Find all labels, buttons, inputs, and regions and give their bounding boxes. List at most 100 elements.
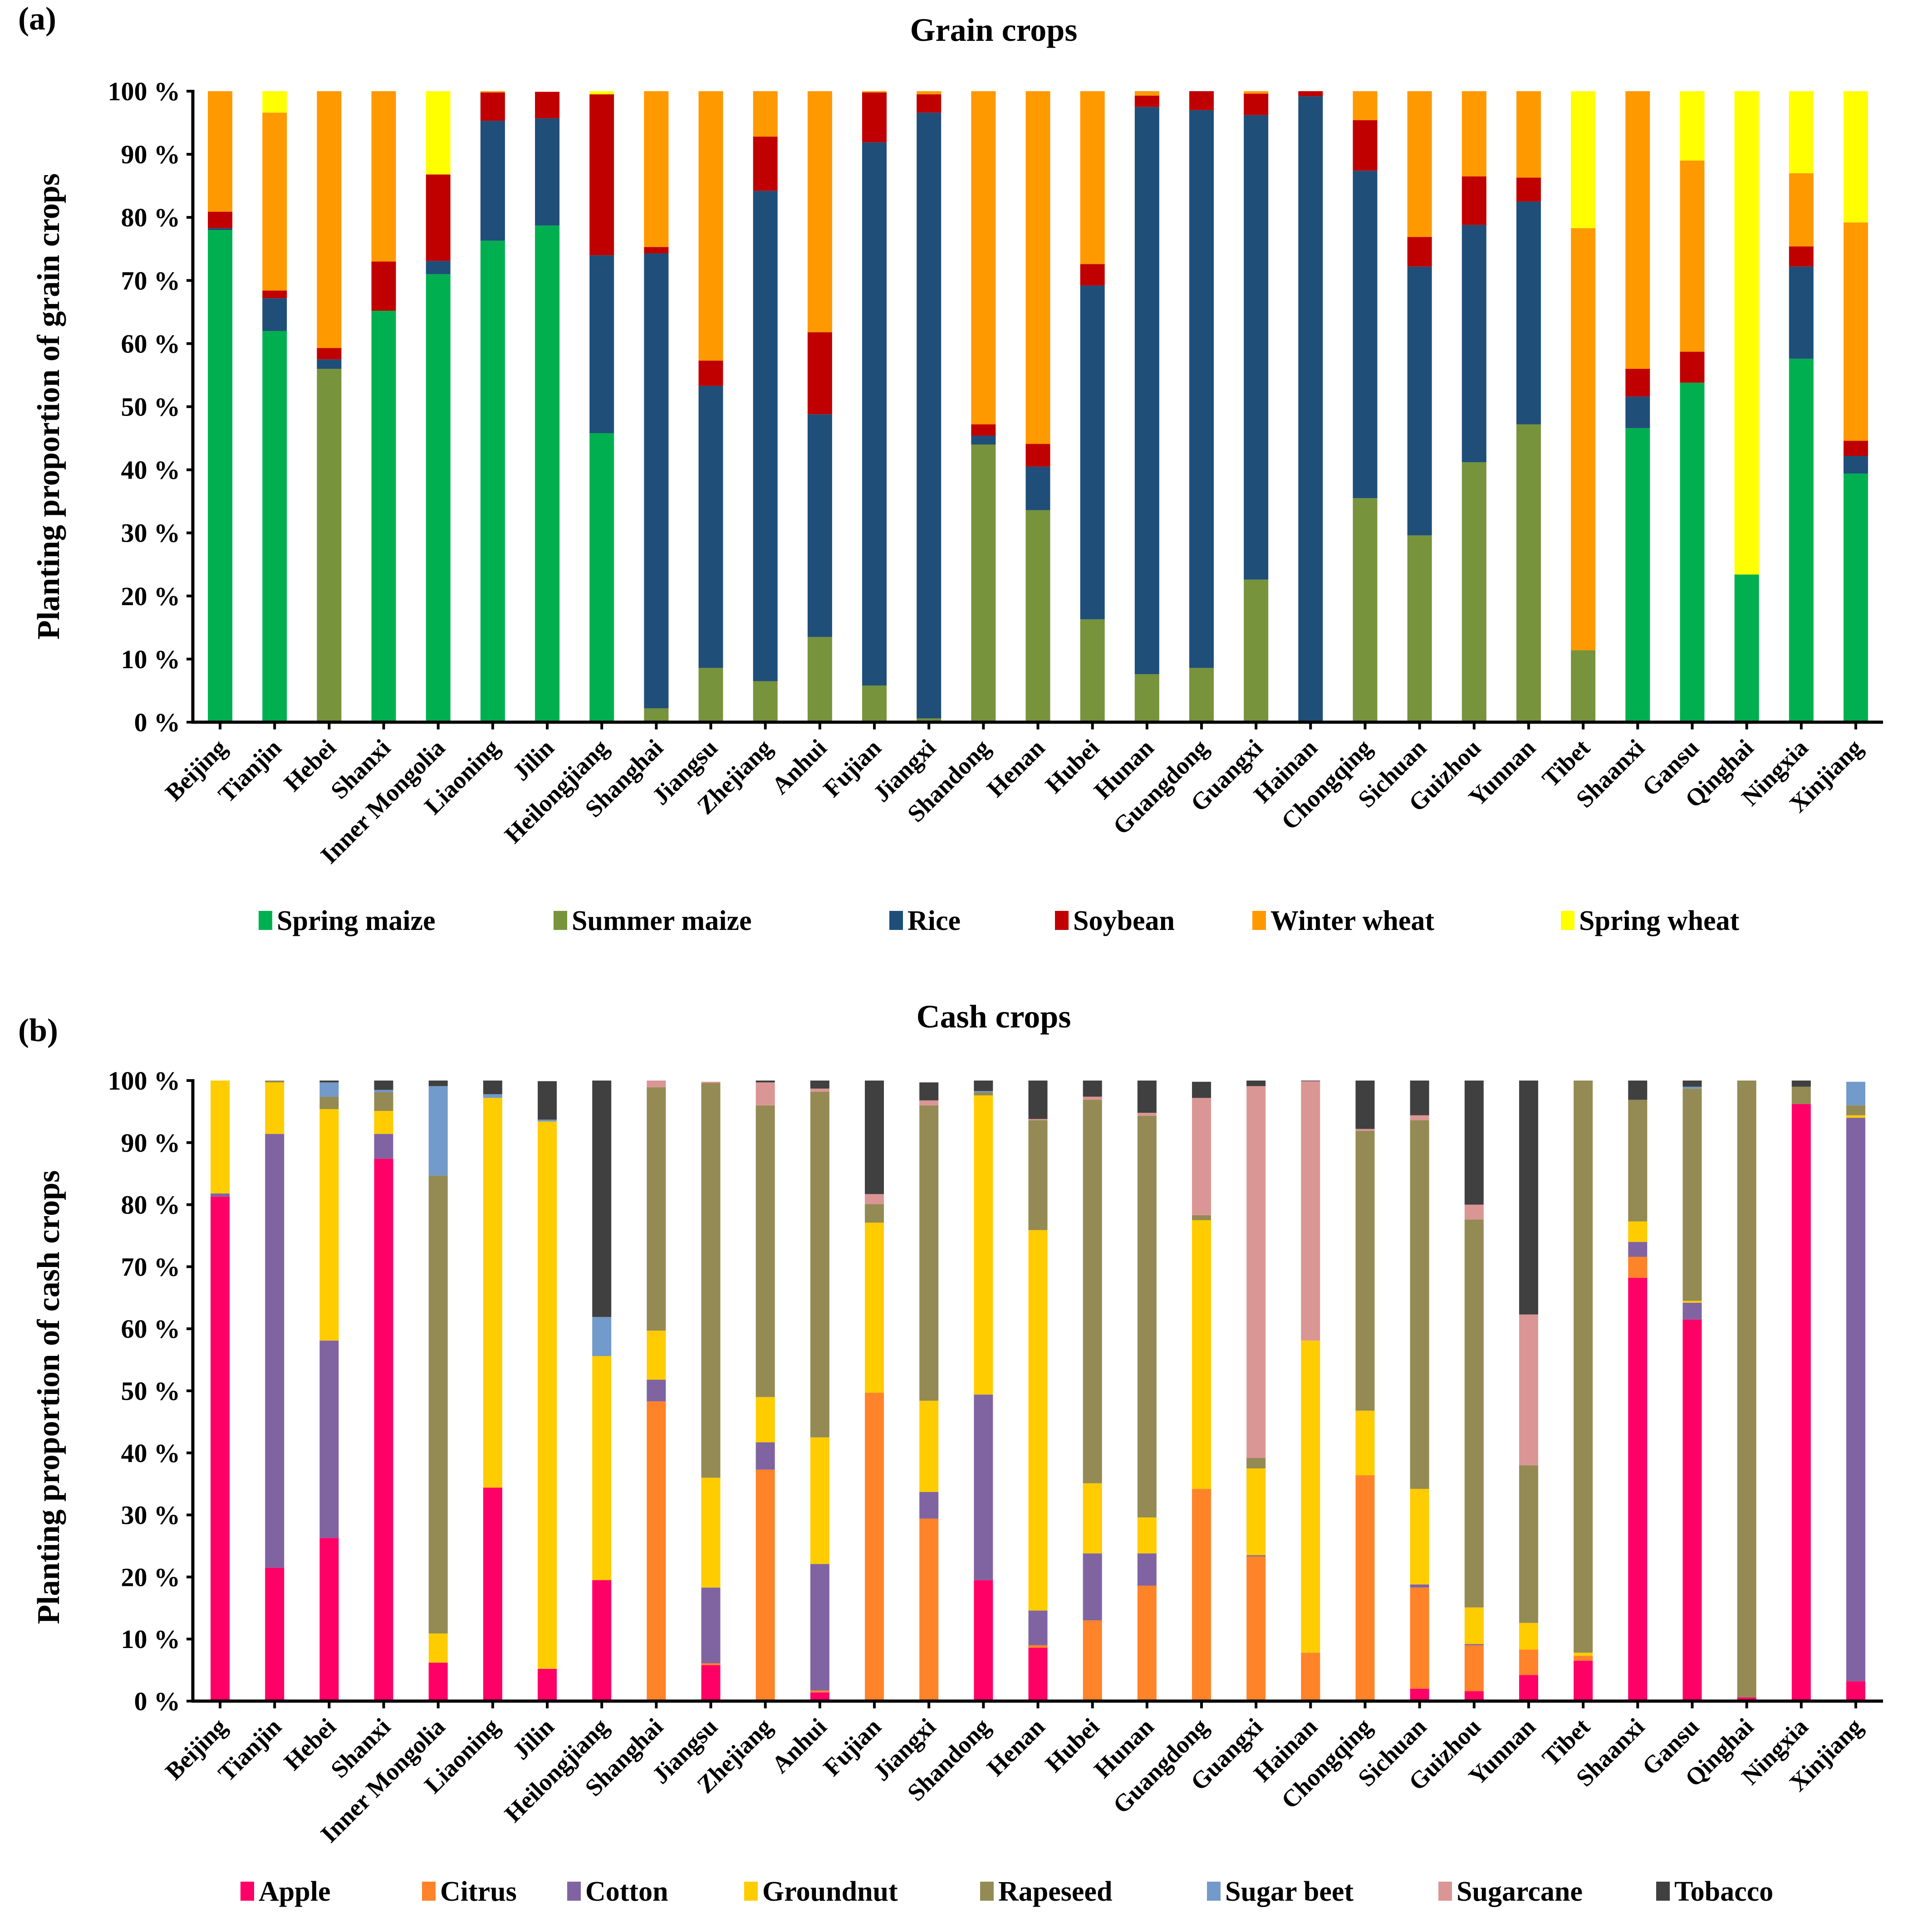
legend-label: Sugarcane <box>1457 1876 1583 1907</box>
bar-tobacco-heilongjiang <box>592 1081 612 1317</box>
bar-tobacco-zhejiang <box>755 1081 775 1083</box>
bar-rapeseed-qinghai <box>1737 1081 1756 1697</box>
cash-bars <box>211 1081 1865 1701</box>
bar-stack-guangdong <box>1189 91 1214 722</box>
bar-tobacco-fujian <box>865 1081 884 1194</box>
bar-rapeseed-hubei <box>1083 1100 1102 1483</box>
bar-summer-maize-shanghai <box>644 708 669 722</box>
bar-winter-wheat-anhui <box>807 91 832 333</box>
bar-soybean-jiangsu <box>698 360 723 386</box>
bar-rapeseed-fujian <box>865 1204 884 1223</box>
bar-rapeseed-hunan <box>1137 1115 1157 1518</box>
y-tick-label: 60 % <box>121 1314 181 1344</box>
bar-cotton-xinjiang <box>1846 1118 1865 1682</box>
bar-stack-qinghai <box>1737 1081 1756 1701</box>
bar-cotton-beijing <box>211 1193 230 1197</box>
legend-item-spring-wheat: Spring wheat <box>1561 905 1739 936</box>
bar-apple-beijing <box>211 1196 230 1701</box>
bar-soybean-henan <box>1025 444 1050 467</box>
bar-spring-wheat-inner-mongolia <box>426 91 451 175</box>
bar-summer-maize-chongqing <box>1353 498 1378 722</box>
bar-summer-maize-henan <box>1025 510 1050 722</box>
bar-stack-xinjiang <box>1846 1081 1865 1701</box>
bar-winter-wheat-shaanxi <box>1625 91 1650 369</box>
bar-cotton-hubei <box>1083 1553 1102 1621</box>
bar-groundnut-yunnan <box>1519 1623 1538 1650</box>
bar-sugar-beet-jilin <box>538 1120 557 1122</box>
grain-crops-panel: (a) Grain crops Planting proportion of g… <box>18 0 1883 936</box>
bar-sugar-beet-hebei <box>319 1082 339 1097</box>
bar-soybean-yunnan <box>1516 177 1541 202</box>
bar-summer-maize-shandong <box>971 444 996 722</box>
y-tick-label: 50 % <box>121 392 181 422</box>
y-tick-label: 80 % <box>121 203 181 232</box>
y-tick-label: 70 % <box>121 1252 181 1281</box>
bar-spring-maize-heilongjiang <box>589 433 614 722</box>
bar-winter-wheat-hubei <box>1080 91 1105 264</box>
bar-sugar-beet-shandong <box>974 1091 993 1092</box>
legend-swatch <box>1656 1882 1670 1901</box>
bar-spring-wheat-tianjin <box>262 91 287 113</box>
bar-groundnut-guangdong <box>1192 1220 1211 1489</box>
bar-sugar-beet-heilongjiang <box>592 1317 612 1356</box>
bar-rice-hubei <box>1080 285 1105 620</box>
grain-y-ticks: 0 % 10 % 20 % 30 % 40 % 50 % 60 % 70 % 80 % 90 % 1… <box>108 77 193 737</box>
bar-spring-maize-inner-mongolia <box>426 274 451 722</box>
bar-groundnut-heilongjiang <box>592 1356 612 1580</box>
bar-rice-sichuan <box>1407 266 1432 536</box>
bar-apple-shandong <box>974 1580 993 1701</box>
bar-stack-tianjin <box>265 1081 284 1701</box>
bar-cotton-anhui <box>810 1564 829 1691</box>
bar-groundnut-inner-mongolia <box>428 1633 448 1663</box>
bar-citrus-jiangxi <box>919 1518 939 1701</box>
bar-rice-henan <box>1025 466 1050 510</box>
bar-winter-wheat-fujian <box>862 91 887 93</box>
bar-apple-hebei <box>319 1538 339 1701</box>
y-tick-label: 80 % <box>121 1190 181 1220</box>
bar-stack-gansu <box>1680 91 1705 722</box>
x-tick-label-henan: Henan <box>981 734 1050 802</box>
bar-stack-fujian <box>862 91 887 722</box>
bar-sugar-beet-gansu <box>1682 1086 1702 1089</box>
bar-sugarcane-hunan <box>1137 1113 1157 1116</box>
bar-sugar-beet-xinjiang <box>1846 1081 1865 1105</box>
legend-item-sugarcane: Sugarcane <box>1438 1876 1583 1907</box>
bar-stack-zhejiang <box>753 91 778 722</box>
bar-rice-anhui <box>807 414 832 637</box>
bar-soybean-ningxia <box>1789 246 1814 267</box>
bar-stack-tibet <box>1571 91 1596 722</box>
bar-citrus-chongqing <box>1355 1475 1375 1701</box>
legend-item-apple: Apple <box>240 1876 330 1907</box>
bar-groundnut-hainan <box>1301 1340 1320 1653</box>
bar-tobacco-liaoning <box>483 1081 502 1095</box>
bar-soybean-fujian <box>862 92 887 142</box>
bar-cotton-zhejiang <box>755 1442 775 1470</box>
bar-soybean-liaoning <box>480 92 505 121</box>
y-tick-label: 70 % <box>121 266 181 295</box>
bar-citrus-fujian <box>865 1393 884 1701</box>
bar-stack-jiangxi <box>919 1082 939 1701</box>
bar-cotton-henan <box>1028 1610 1048 1645</box>
bar-sugarcane-henan <box>1028 1119 1048 1120</box>
bar-stack-xinjiang <box>1843 91 1868 722</box>
bar-stack-shandong <box>971 91 996 722</box>
bar-rapeseed-inner-mongolia <box>428 1175 448 1634</box>
bar-stack-sichuan <box>1410 1081 1429 1701</box>
bar-citrus-hubei <box>1083 1620 1102 1701</box>
legend-swatch <box>1438 1882 1452 1901</box>
legend-label: Summer maize <box>572 905 752 936</box>
bar-spring-maize-shanxi <box>371 311 396 722</box>
y-tick-label: 0 % <box>134 1687 181 1716</box>
legend-label: Soybean <box>1073 905 1175 936</box>
bar-soybean-jiangxi <box>917 94 942 113</box>
bar-stack-gansu <box>1682 1081 1702 1701</box>
bar-tobacco-shanxi <box>374 1081 393 1090</box>
bar-soybean-shanxi <box>371 261 396 311</box>
bar-rice-guizhou <box>1462 225 1486 462</box>
bar-stack-hebei <box>317 91 342 722</box>
bar-spring-maize-beijing <box>208 230 233 722</box>
bar-citrus-yunnan <box>1519 1649 1538 1675</box>
bar-apple-liaoning <box>483 1487 502 1701</box>
bar-rice-guangxi <box>1244 115 1269 580</box>
